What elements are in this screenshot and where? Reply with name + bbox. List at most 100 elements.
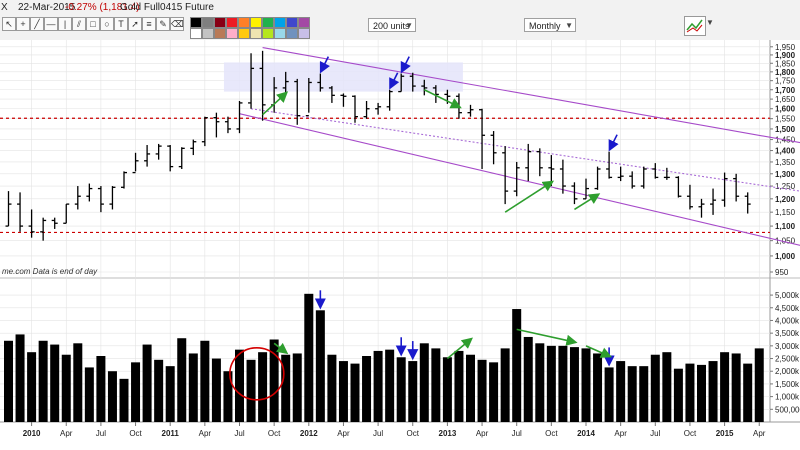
volume-bar <box>385 349 395 422</box>
color-swatch[interactable] <box>286 28 298 39</box>
eraser-icon[interactable]: ⌫ <box>170 17 184 31</box>
volume-bar <box>327 354 337 422</box>
volume-bar <box>338 361 348 422</box>
period-select[interactable]: Monthly ▼ <box>524 18 576 32</box>
price-tick-label: 1,400 <box>775 147 796 156</box>
ticker-fragment: X <box>1 2 8 13</box>
volume-bar <box>211 358 221 422</box>
chevron-down-icon: ▼ <box>565 21 573 30</box>
units-select[interactable]: 200 units ▼ <box>368 18 416 32</box>
volume-bar <box>489 362 499 422</box>
color-swatch[interactable] <box>262 28 274 39</box>
highlight-ellipse <box>229 347 285 401</box>
channel-mid-line <box>250 108 800 192</box>
volume-bar <box>454 350 464 422</box>
volume-bar <box>269 339 279 422</box>
time-tick-label: 2012 <box>300 429 318 438</box>
volume-bar <box>73 343 83 422</box>
price-tick-label: 1,550 <box>775 115 796 124</box>
volume-bar <box>362 356 372 422</box>
time-tick-label: Jul <box>234 429 244 438</box>
volume-bar <box>188 353 198 422</box>
color-swatch[interactable] <box>238 17 250 28</box>
color-swatch[interactable] <box>202 28 214 39</box>
volume-bar <box>223 371 233 422</box>
volume-bar <box>569 347 579 422</box>
price-tick-label: 950 <box>775 268 789 277</box>
color-swatch[interactable] <box>214 28 226 39</box>
color-swatch[interactable] <box>274 17 286 28</box>
channel-icon[interactable]: ⫽ <box>72 17 86 31</box>
time-tick-label: 2013 <box>439 429 457 438</box>
volume-bar <box>292 353 302 422</box>
select-arrow-icon[interactable]: ↖ <box>2 17 16 31</box>
price-tick-label: 1,000 <box>775 252 796 261</box>
fib-icon[interactable]: ≡ <box>142 17 156 31</box>
chevron-down-icon[interactable]: ▼ <box>706 18 714 27</box>
price-tick-label: 1,100 <box>775 222 796 231</box>
text-icon[interactable]: T <box>114 17 128 31</box>
chart-style-button[interactable] <box>684 16 706 36</box>
blue-arrow <box>319 56 330 74</box>
color-swatch[interactable] <box>226 28 238 39</box>
rectangle-icon[interactable]: □ <box>86 17 100 31</box>
volume-bar <box>142 344 152 422</box>
hline-icon[interactable]: — <box>44 17 58 31</box>
volume-bar <box>61 354 71 422</box>
volume-tick-label: 500,000 <box>775 405 800 414</box>
color-swatch[interactable] <box>298 28 310 39</box>
ellipse-icon[interactable]: ○ <box>100 17 114 31</box>
pencil-icon[interactable]: ✎ <box>156 17 170 31</box>
color-swatch[interactable] <box>190 17 202 28</box>
color-swatch[interactable] <box>214 17 226 28</box>
green-arrow <box>574 193 601 211</box>
volume-bar <box>281 354 291 422</box>
color-swatch[interactable] <box>286 17 298 28</box>
volume-bar <box>246 359 256 422</box>
color-swatch[interactable] <box>226 17 238 28</box>
volume-tick-label: 3,000k <box>775 342 800 351</box>
price-tick-label: 1,200 <box>775 195 796 204</box>
volume-bar <box>535 343 545 422</box>
units-select-value: 200 units <box>373 21 410 31</box>
volume-bar <box>373 350 383 422</box>
volume-tick-label: 4,500k <box>775 304 800 313</box>
time-tick-label: Apr <box>60 429 73 438</box>
time-tick-label: Oct <box>684 429 697 438</box>
vline-icon[interactable]: | <box>58 17 72 31</box>
price-tick-label: 1,350 <box>775 158 796 167</box>
chart-area: 1,9501,9001,8501,8001,7501,7001,6501,600… <box>0 40 800 450</box>
price-tick-label: 1,650 <box>775 95 796 104</box>
volume-bar <box>419 343 429 422</box>
toolbar: X 22-Mar-2015 -0.27% (1,181.4) Gold Full… <box>0 0 800 41</box>
color-swatch[interactable] <box>238 28 250 39</box>
color-swatch[interactable] <box>298 17 310 28</box>
price-tick-label: 1,050 <box>775 237 796 246</box>
color-swatch[interactable] <box>190 28 202 39</box>
chart-style-icon <box>686 19 703 33</box>
arrow-icon[interactable]: ➚ <box>128 17 142 31</box>
color-swatch[interactable] <box>250 28 262 39</box>
time-tick-label: Apr <box>614 429 627 438</box>
crosshair-icon[interactable]: + <box>16 17 30 31</box>
color-swatch[interactable] <box>202 17 214 28</box>
time-tick-label: Apr <box>753 429 766 438</box>
price-tick-label: 1,950 <box>775 43 796 52</box>
volume-bar <box>38 340 48 422</box>
color-swatch[interactable] <box>262 17 274 28</box>
line-icon[interactable]: ╱ <box>30 17 44 31</box>
volume-bar <box>258 352 268 422</box>
color-swatch[interactable] <box>250 17 262 28</box>
volume-bar <box>500 348 510 422</box>
green-arrow <box>262 91 289 116</box>
blue-arrow <box>608 134 619 152</box>
volume-bar <box>200 340 210 422</box>
volume-bar <box>315 310 325 422</box>
volume-bar <box>558 345 568 422</box>
time-tick-label: Jul <box>512 429 522 438</box>
volume-bar <box>431 348 441 422</box>
volume-bar <box>4 340 13 422</box>
color-swatch[interactable] <box>274 28 286 39</box>
time-tick-label: Apr <box>337 429 350 438</box>
volume-bar <box>396 357 406 422</box>
